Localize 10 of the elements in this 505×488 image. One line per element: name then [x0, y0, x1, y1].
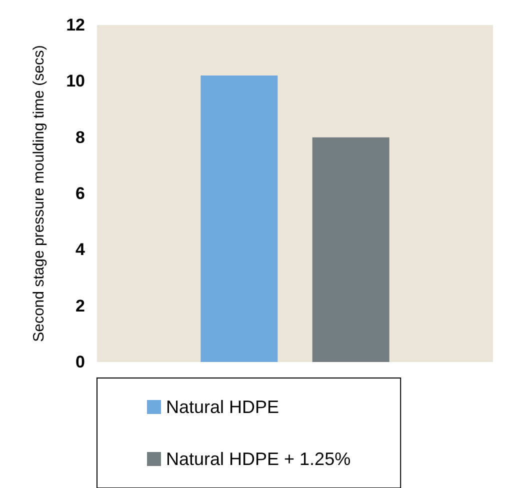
y-tick-label: 10	[66, 72, 85, 91]
legend-label: Natural HDPE + 1.25%	[166, 449, 351, 469]
y-tick-label: 0	[76, 352, 85, 372]
y-tick-label: 12	[66, 16, 85, 34]
y-tick-label: 4	[76, 240, 86, 260]
legend-label: Natural HDPE	[166, 397, 280, 417]
y-axis-title: Second stage pressure moulding time (secs)	[30, 45, 48, 342]
y-tick-label: 6	[76, 184, 85, 203]
y-tick-label: 8	[76, 128, 85, 147]
y-tick-label: 2	[76, 296, 85, 316]
